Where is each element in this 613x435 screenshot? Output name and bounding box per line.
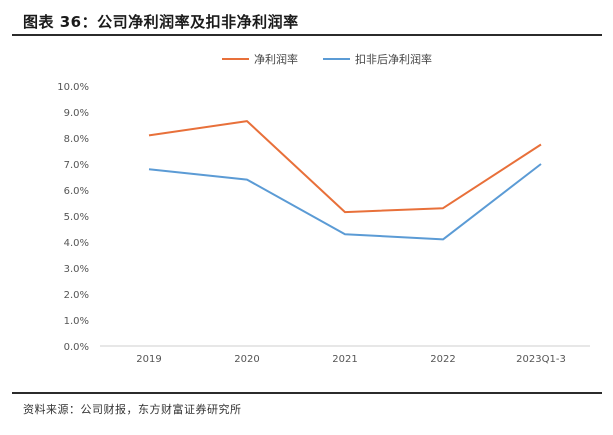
- x-tick-label: 2023Q1-3: [516, 354, 566, 365]
- x-tick-label: 2021: [332, 354, 357, 365]
- y-axis: 0.0% 1.0% 2.0% 3.0% 4.0% 5.0% 6.0% 7.0% 8.0% 9.0%…: [57, 82, 89, 353]
- y-tick-label: 6.0%: [64, 186, 89, 197]
- x-tick-label: 2020: [234, 354, 259, 365]
- y-tick-label: 1.0%: [64, 316, 89, 327]
- y-tick-label: 3.0%: [64, 264, 89, 275]
- top-rule: [12, 34, 602, 36]
- chart-legend: 净利润率 扣非后净利润率: [222, 52, 432, 66]
- x-axis: 2019 2020 2021 2022 2023Q1-3: [100, 345, 590, 365]
- series-line-2: [148, 163, 542, 241]
- y-tick-label: 5.0%: [64, 212, 89, 223]
- series-line-1: [148, 120, 542, 214]
- x-tick-label: 2022: [430, 354, 455, 365]
- y-tick-label: 9.0%: [64, 108, 89, 119]
- y-tick-label: 10.0%: [57, 82, 89, 93]
- figure-title: 图表 36：公司净利润率及扣非净利润率: [23, 13, 299, 31]
- y-tick-label: 8.0%: [64, 134, 89, 145]
- y-tick-label: 2.0%: [64, 290, 89, 301]
- legend-label-2: 扣非后净利润率: [355, 52, 432, 66]
- x-tick-label: 2019: [136, 354, 161, 365]
- y-tick-label: 7.0%: [64, 160, 89, 171]
- series-layer: [148, 120, 542, 241]
- legend-label-1: 净利润率: [254, 52, 298, 66]
- figure-source: 资料来源：公司财报，东方财富证券研究所: [23, 403, 242, 416]
- y-tick-label: 4.0%: [64, 238, 89, 249]
- bottom-rule: [12, 392, 602, 394]
- y-tick-label: 0.0%: [64, 342, 89, 353]
